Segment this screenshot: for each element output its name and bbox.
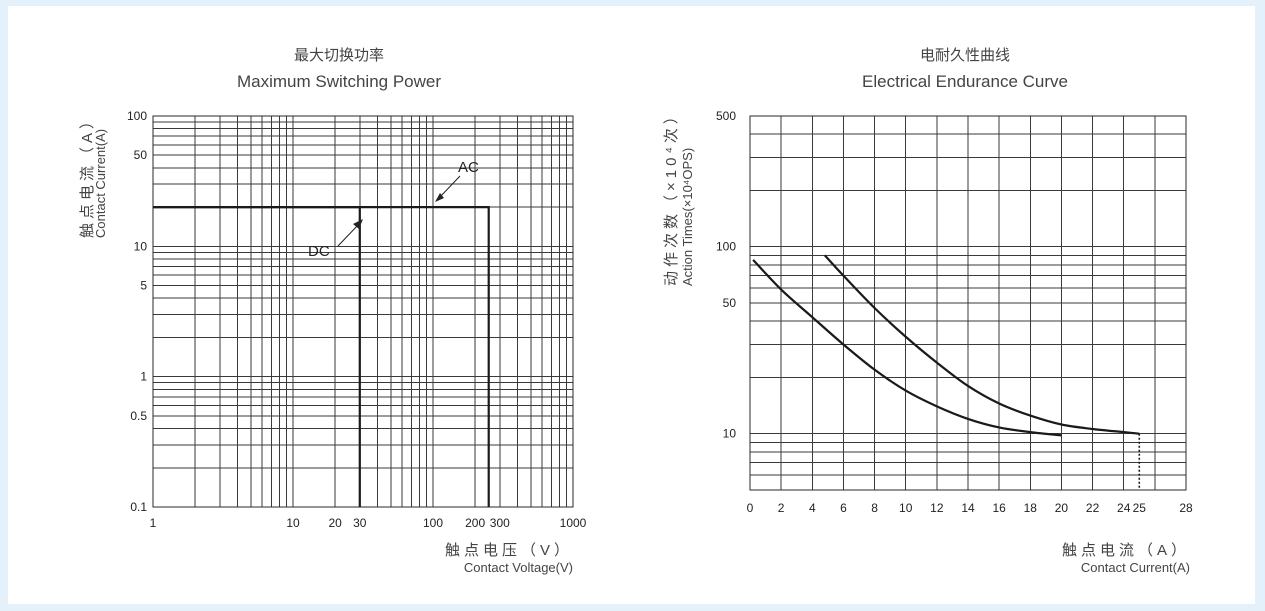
chart2-x-tick-label: 10: [899, 501, 913, 515]
chart1-x-tick-label: 1: [150, 516, 157, 530]
chart2-x-tick-label: 22: [1086, 501, 1100, 515]
chart2-endurance-curve-1: [752, 259, 1062, 437]
chart2-x-tick-label: 14: [961, 501, 975, 515]
charts-svg: 最大切换功率 Maximum Switching Power 1 10 20 30 10…: [79, 47, 1193, 575]
chart1-title-cn: 最大切换功率: [294, 47, 384, 64]
chart1-plot-frame: [152, 115, 574, 508]
chart2-endurance-curve-2: [823, 254, 1140, 435]
chart1-y-tick-label: 1: [140, 370, 147, 384]
chart1-y-tick-label: 100: [127, 109, 147, 123]
chart1-x-tick-label: 300: [490, 516, 510, 530]
chart1-y-tick-label: 5: [140, 279, 147, 293]
chart1-x-tick-label: 1000: [560, 516, 587, 530]
chart2-grid: [750, 115, 1186, 491]
chart2-x-tick-label: 12: [930, 501, 944, 515]
chart2-x-tick-label: 24: [1117, 501, 1131, 515]
chart2-x-tick-label: 20: [1055, 501, 1069, 515]
chart2-x-tick-label: 8: [871, 501, 878, 515]
chart2-x-tick-label: 16: [992, 501, 1006, 515]
chart2-xlabel: Contact Current(A): [1081, 560, 1190, 575]
chart1-ylabel: Contact Current(A): [93, 129, 108, 238]
chart2-xlabel-cn: 触点电流（A）: [1062, 542, 1190, 559]
chart2-title-cn: 电耐久性曲线: [920, 47, 1010, 64]
chart1-ac-pointer: [438, 175, 461, 199]
chart2-x-tick-label: 25: [1133, 501, 1147, 515]
chart1-y-tick-label: 10: [134, 239, 148, 253]
chart2-plot-frame: [749, 115, 1187, 491]
chart2-x-ticks: 0 2 4 6 8 10 12 14 16 18 20 22 24 25 28: [747, 501, 1193, 515]
chart2-title: Electrical Endurance Curve: [862, 72, 1068, 91]
chart1-xlabel: Contact Voltage(V): [464, 560, 573, 575]
chart1-x-ticks: 1 10 20 30 100 200 300 1000: [150, 516, 587, 530]
chart1-series: [153, 205, 490, 507]
chart2-y-ticks: 10 50 100 500: [716, 109, 736, 441]
chart2-y-tick-label: 500: [716, 109, 736, 123]
chart2-x-tick-label: 2: [778, 501, 785, 515]
chart2-y-tick-label: 10: [723, 427, 737, 441]
chart1-x-tick-label: 100: [423, 516, 443, 530]
chart1-dc-pointer: [337, 223, 360, 247]
chart1-y-ticks: 0.1 0.5 1 5 10 50 100: [127, 109, 147, 514]
chart2-x-tick-label: 6: [840, 501, 847, 515]
chart1-dc-arrowhead: [353, 219, 363, 229]
chart1-x-tick-label: 30: [353, 516, 367, 530]
chart1-y-tick-label: 0.5: [130, 409, 147, 423]
chart1-title: Maximum Switching Power: [237, 72, 441, 91]
chart1-x-tick-label: 20: [328, 516, 342, 530]
chart1-y-tick-label: 50: [134, 148, 148, 162]
chart2-series: [752, 254, 1141, 490]
chart1-x-tick-label: 10: [286, 516, 300, 530]
chart1-series-label-dc: DC: [308, 243, 330, 260]
figure-panel: 最大切换功率 Maximum Switching Power 1 10 20 30 10…: [8, 6, 1255, 604]
chart2-y-tick-label: 100: [716, 240, 736, 254]
chart1-y-tick-label: 0.1: [130, 500, 147, 514]
chart2-y-tick-label: 50: [723, 296, 737, 310]
chart1-series-ac-line: [153, 205, 490, 507]
chart2-ylabel-cn: 动作次数（×10⁴次）: [663, 105, 680, 286]
chart1-x-tick-label: 200: [465, 516, 485, 530]
chart1-ac-arrowhead: [435, 193, 444, 202]
chart2-x-tick-label: 4: [809, 501, 816, 515]
chart2-x-tick-label: 18: [1024, 501, 1038, 515]
chart2-x-tick-label: 0: [747, 501, 754, 515]
chart1-grid: [152, 116, 573, 508]
chart1-series-label-ac: AC: [458, 159, 479, 176]
chart2-ylabel: Action Times(×10⁴OPS): [680, 148, 695, 286]
max-switching-power-chart: 最大切换功率 Maximum Switching Power 1 10 20 30 10…: [79, 47, 587, 575]
chart2-x-tick-label: 28: [1179, 501, 1193, 515]
chart1-xlabel-cn: 触点电压（V）: [445, 542, 573, 559]
chart1-ylabel-cn: 触点电流（A）: [79, 110, 96, 238]
